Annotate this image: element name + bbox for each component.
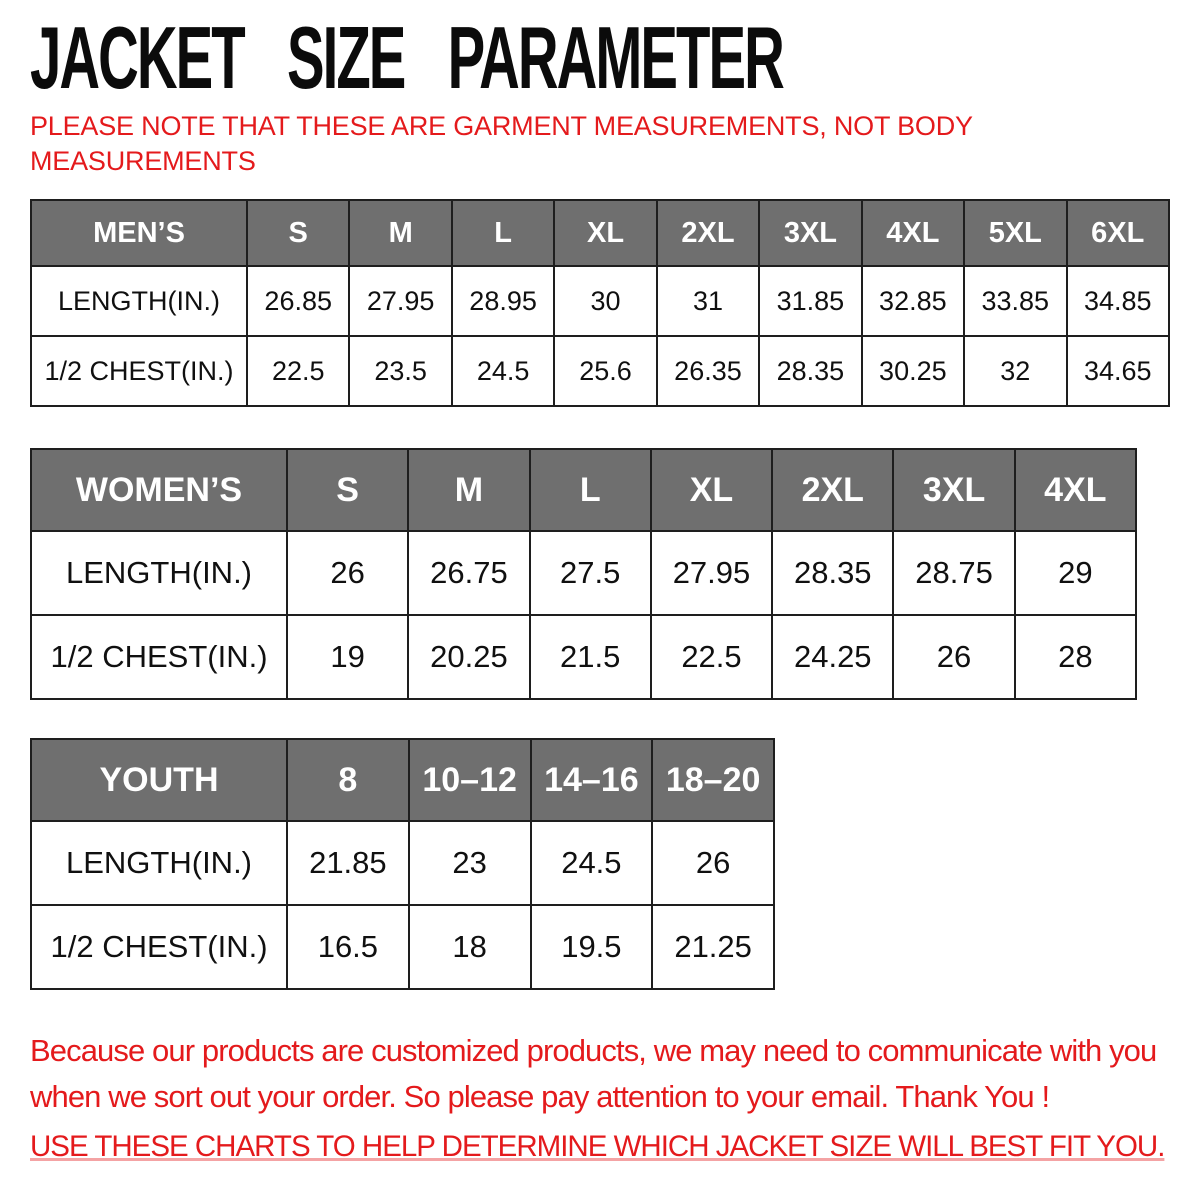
size-header-row: WOMEN’S S M L XL 2XL 3XL 4XL <box>30 448 1138 532</box>
row-label-cell: 1/2 CHEST(IN.) <box>30 335 248 407</box>
row-label-cell: 1/2 CHEST(IN.) <box>30 614 288 700</box>
value-cell: 31.85 <box>758 265 863 337</box>
size-header-cell: M <box>348 199 453 267</box>
size-header-cell: S <box>285 448 410 532</box>
row-label-cell: LENGTH(IN.) <box>30 820 288 906</box>
value-cell: 26.75 <box>407 530 531 616</box>
value-cell: 27.95 <box>348 265 453 337</box>
value-cell: 26.35 <box>655 335 761 407</box>
youth-size-table: YOUTH 8 10–12 14–16 18–20 LENGTH(IN.) 21.85 23 2… <box>30 738 775 990</box>
value-cell: 28 <box>1013 614 1138 700</box>
page-title: JACKET SIZE PARAMETER <box>30 8 785 107</box>
size-header-cell: 14–16 <box>529 738 654 822</box>
table-row: 1/2 CHEST(IN.) 19 20.25 21.5 22.5 24.25 26 28 <box>30 614 1138 700</box>
table-row: 1/2 CHEST(IN.) 16.5 18 19.5 21.25 <box>30 904 775 990</box>
customization-notice: Because our products are customized prod… <box>30 1028 1190 1120</box>
size-header-cell: 3XL <box>758 199 863 267</box>
value-cell: 16.5 <box>286 904 410 990</box>
value-cell: 23.5 <box>348 335 453 407</box>
value-cell: 28.35 <box>771 530 895 616</box>
size-header-cell: L <box>450 199 556 267</box>
value-cell: 29 <box>1013 530 1138 616</box>
size-header-cell: 2XL <box>771 448 895 532</box>
value-cell: 27.5 <box>528 530 652 616</box>
size-header-cell: S <box>245 199 351 267</box>
size-header-cell: 6XL <box>1065 199 1170 267</box>
size-header-row: YOUTH 8 10–12 14–16 18–20 <box>30 738 775 822</box>
size-header-row: MEN’S S M L XL 2XL 3XL 4XL 5XL 6XL <box>30 199 1170 267</box>
size-header-cell: XL <box>553 199 658 267</box>
value-cell: 34.65 <box>1065 335 1170 407</box>
size-header-cell: 10–12 <box>407 738 532 822</box>
chart-usage-note: USE THESE CHARTS TO HELP DETERMINE WHICH… <box>30 1130 1190 1164</box>
value-cell: 18 <box>407 904 532 990</box>
note-line-2: MEASUREMENTS <box>30 146 256 176</box>
size-header-cell: XL <box>649 448 774 532</box>
womens-size-table: WOMEN’S S M L XL 2XL 3XL 4XL LENGTH(IN.) 26 26.75 2… <box>30 448 1138 700</box>
value-cell: 28.95 <box>450 265 556 337</box>
garment-measurement-note: PLEASE NOTE THAT THESE ARE GARMENT MEASU… <box>30 109 973 179</box>
value-cell: 26 <box>651 820 775 906</box>
value-cell: 20.25 <box>407 614 531 700</box>
table-row: 1/2 CHEST(IN.) 22.5 23.5 24.5 25.6 26.35 28.35… <box>30 335 1170 407</box>
table-row: LENGTH(IN.) 26 26.75 27.5 27.95 28.35 28.75 29 <box>30 530 1138 616</box>
table-title-cell: MEN’S <box>30 199 248 267</box>
size-header-cell: 18–20 <box>651 738 775 822</box>
value-cell: 32.85 <box>860 265 966 337</box>
size-header-cell: 3XL <box>892 448 1016 532</box>
table-row: LENGTH(IN.) 21.85 23 24.5 26 <box>30 820 775 906</box>
chart-usage-text: USE THESE CHARTS TO HELP DETERMINE WHICH… <box>30 1130 1165 1163</box>
size-header-cell: 4XL <box>860 199 966 267</box>
value-cell: 21.25 <box>651 904 775 990</box>
table-title-cell: WOMEN’S <box>30 448 288 532</box>
row-label-cell: 1/2 CHEST(IN.) <box>30 904 288 990</box>
value-cell: 26 <box>892 614 1016 700</box>
value-cell: 33.85 <box>963 265 1068 337</box>
size-header-cell: 8 <box>286 738 410 822</box>
value-cell: 22.5 <box>649 614 774 700</box>
value-cell: 24.5 <box>450 335 556 407</box>
size-header-cell: 4XL <box>1013 448 1138 532</box>
value-cell: 28.75 <box>892 530 1016 616</box>
value-cell: 22.5 <box>245 335 351 407</box>
value-cell: 26 <box>285 530 410 616</box>
size-header-cell: 2XL <box>655 199 761 267</box>
size-header-cell: L <box>528 448 652 532</box>
mens-size-table: MEN’S S M L XL 2XL 3XL 4XL 5XL 6XL LENGTH(IN.) 26.8… <box>30 199 1170 407</box>
value-cell: 30 <box>553 265 658 337</box>
row-label-cell: LENGTH(IN.) <box>30 265 248 337</box>
value-cell: 30.25 <box>860 335 966 407</box>
note-line-1: PLEASE NOTE THAT THESE ARE GARMENT MEASU… <box>30 111 973 141</box>
value-cell: 34.85 <box>1065 265 1170 337</box>
value-cell: 27.95 <box>649 530 774 616</box>
value-cell: 24.5 <box>529 820 654 906</box>
value-cell: 31 <box>655 265 761 337</box>
row-label-cell: LENGTH(IN.) <box>30 530 288 616</box>
customization-notice-line-2: when we sort out your order. So please p… <box>30 1079 1050 1114</box>
value-cell: 25.6 <box>553 335 658 407</box>
value-cell: 24.25 <box>771 614 895 700</box>
value-cell: 26.85 <box>245 265 351 337</box>
size-header-cell: M <box>407 448 531 532</box>
value-cell: 21.85 <box>286 820 410 906</box>
size-header-cell: 5XL <box>963 199 1068 267</box>
value-cell: 19 <box>285 614 410 700</box>
value-cell: 21.5 <box>528 614 652 700</box>
value-cell: 19.5 <box>529 904 654 990</box>
table-title-cell: YOUTH <box>30 738 288 822</box>
value-cell: 28.35 <box>758 335 863 407</box>
table-row: LENGTH(IN.) 26.85 27.95 28.95 30 31 31.85 32.85… <box>30 265 1170 337</box>
value-cell: 23 <box>407 820 532 906</box>
customization-notice-line-1: Because our products are customized prod… <box>30 1033 1157 1068</box>
value-cell: 32 <box>963 335 1068 407</box>
